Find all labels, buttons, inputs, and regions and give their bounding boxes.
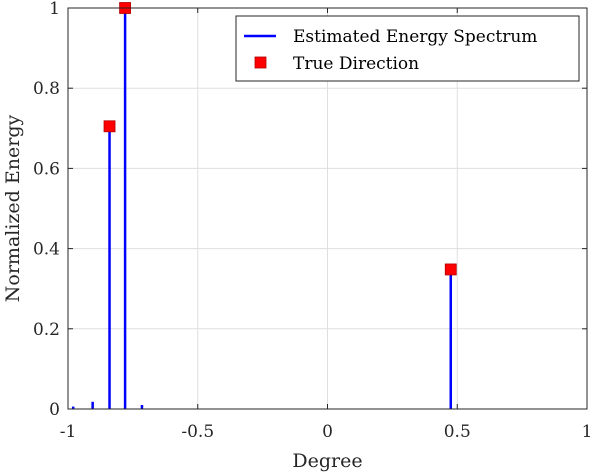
true-direction-marker xyxy=(444,263,457,276)
legend-square-swatch xyxy=(254,56,267,69)
x-tick-label: 0.5 xyxy=(444,422,471,442)
legend-box xyxy=(235,15,580,82)
grid-lines xyxy=(68,8,587,409)
y-tick-label: 1 xyxy=(49,0,60,19)
true-direction-marker xyxy=(103,120,116,133)
y-tick-label: 0.8 xyxy=(33,79,60,99)
x-tick-label: 0 xyxy=(322,422,333,442)
y-tick-label: 0.2 xyxy=(33,320,60,340)
y-tick-label: 0.4 xyxy=(33,240,60,260)
x-axis-label: Degree xyxy=(292,450,362,472)
estimated-energy-stems xyxy=(71,8,453,409)
x-tick-label: -1 xyxy=(60,422,77,442)
x-tick-labels: -1 -0.5 0 0.5 1 xyxy=(60,422,592,442)
legend: Estimated Energy Spectrum True Direction xyxy=(235,15,580,82)
y-tick-label: 0 xyxy=(49,400,60,420)
legend-label-estimated: Estimated Energy Spectrum xyxy=(293,27,537,47)
y-axis-label: Normalized Energy xyxy=(2,115,24,303)
x-tick-label: -0.5 xyxy=(181,422,214,442)
legend-label-true-direction: True Direction xyxy=(293,54,419,74)
axis-ticks xyxy=(67,7,588,410)
y-tick-labels: 0 0.2 0.4 0.6 0.8 1 xyxy=(33,0,60,420)
x-tick-label: 1 xyxy=(582,422,592,442)
y-tick-label: 0.6 xyxy=(33,159,60,179)
